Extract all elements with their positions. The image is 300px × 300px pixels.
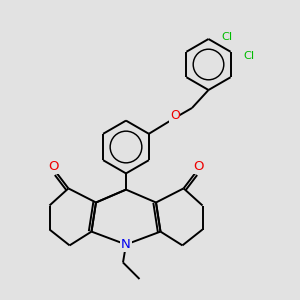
Text: Cl: Cl <box>243 51 254 61</box>
Text: Cl: Cl <box>221 32 232 42</box>
Text: N: N <box>121 238 131 251</box>
Text: O: O <box>193 160 203 173</box>
Text: O: O <box>170 109 180 122</box>
Text: O: O <box>49 160 59 173</box>
